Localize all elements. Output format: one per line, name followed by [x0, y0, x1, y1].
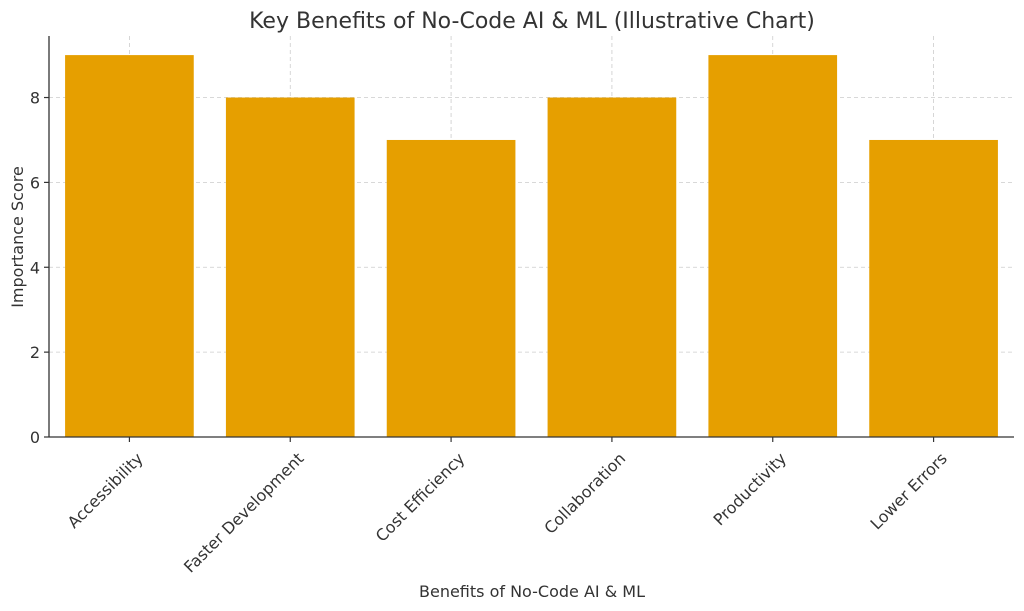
x-tick-label-accessibility: Accessibility	[64, 449, 147, 532]
y-tick-label-4: 4	[30, 258, 40, 277]
axes-layer	[48, 36, 1014, 438]
y-tick-label-2: 2	[30, 343, 40, 362]
bar-accessibility	[65, 55, 194, 437]
bar-productivity	[708, 55, 838, 437]
y-tick-label-8: 8	[30, 89, 40, 108]
y-axis-title: Importance Score	[8, 166, 27, 308]
x-axis-title: Benefits of No-Code AI & ML	[419, 582, 645, 601]
bar-cost-efficiency	[386, 139, 516, 438]
bar-collaboration	[547, 97, 677, 437]
x-tick-label-faster-development: Faster Development	[180, 449, 308, 577]
chart-title: Key Benefits of No-Code AI & ML (Illustr…	[249, 9, 815, 34]
x-tick-label-productivity: Productivity	[710, 449, 791, 530]
bars-layer	[65, 55, 998, 438]
x-tick-label-lower-errors: Lower Errors	[866, 449, 950, 533]
x-tick-label-collaboration: Collaboration	[540, 449, 629, 538]
bar-faster-development	[225, 97, 355, 437]
y-tick-label-0: 0	[30, 428, 40, 447]
x-tick-label-cost-efficiency: Cost Efficiency	[372, 449, 469, 546]
bar-lower-errors	[869, 139, 998, 438]
y-tick-label-6: 6	[30, 173, 40, 192]
